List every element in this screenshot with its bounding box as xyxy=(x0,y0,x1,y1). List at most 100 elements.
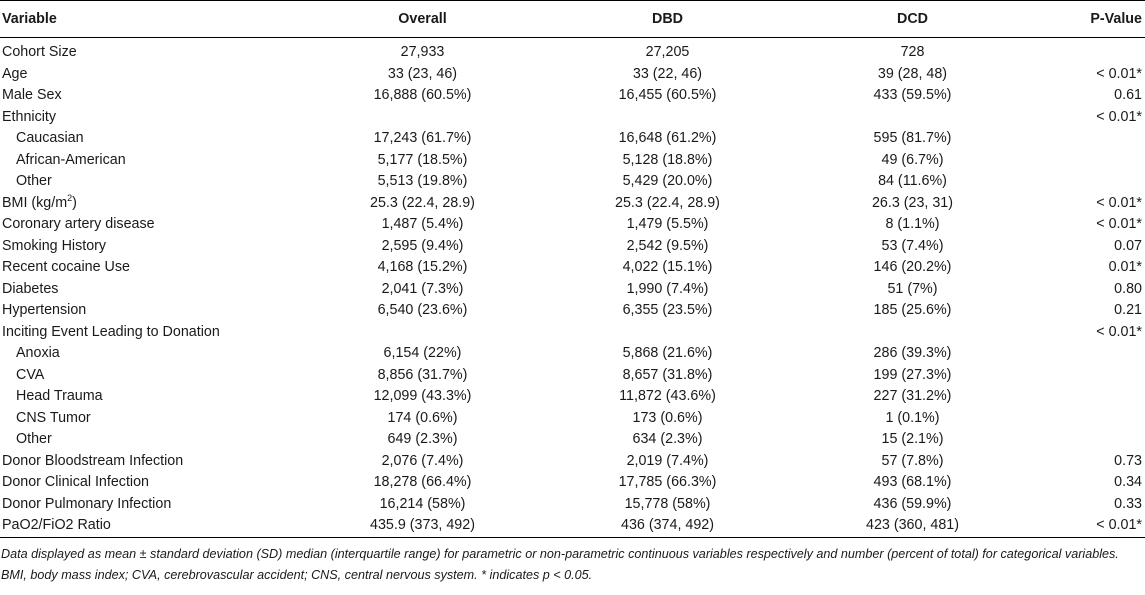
cell-dbd: 5,128 (18.8%) xyxy=(622,151,713,168)
cell-overall: 16,214 (58%) xyxy=(379,495,466,512)
cell-dbd: 33 (22, 46) xyxy=(632,65,703,82)
cell-pvalue: < 0.01* xyxy=(1096,323,1142,340)
cell-pvalue: 0.07 xyxy=(1114,237,1142,254)
table-row: BMI (kg/m2) 25.3 (22.4, 28.9) 25.3 (22.4, … xyxy=(0,193,1145,215)
row-label: Diabetes xyxy=(0,279,300,301)
cell-dcd: 39 (28, 48) xyxy=(877,65,948,82)
table-row: African-American 5,177 (18.5%) 5,128 (18.8… xyxy=(0,150,1145,172)
row-label-text: PaO2/FiO2 Ratio xyxy=(2,517,111,533)
header-pvalue: P-Value xyxy=(1035,0,1145,38)
cell-dcd: 26.3 (23, 31) xyxy=(871,194,954,211)
cell-dcd: 146 (20.2%) xyxy=(873,259,952,275)
cell-pvalue: 0.01* xyxy=(1108,259,1142,275)
cell-pvalue: 0.21 xyxy=(1114,302,1142,318)
row-label-text: Age xyxy=(2,65,28,82)
cell-dcd: 185 (25.6%) xyxy=(873,302,952,318)
cell-dcd: 8 (1.1%) xyxy=(885,216,940,232)
cell-pvalue xyxy=(1035,38,1145,64)
header-dbd: DBD xyxy=(545,0,790,38)
table-row: Caucasian 17,243 (61.7%) 16,648 (61.2%) 595… xyxy=(0,128,1145,150)
row-label-superscript: 2 xyxy=(67,192,73,203)
row-label-text: Male Sex xyxy=(2,87,62,103)
table-row: PaO2/FiO2 Ratio 435.9 (373, 492) 436 (374,… xyxy=(0,515,1145,538)
cell-dbd: 25.3 (22.4, 28.9) xyxy=(615,194,720,211)
cell-overall: 6,540 (23.6%) xyxy=(377,302,468,318)
cell-dbd: 4,022 (15.1%) xyxy=(622,259,713,275)
cell-overall: 12,099 (43.3%) xyxy=(373,388,472,404)
row-label-text: CNS Tumor xyxy=(16,409,91,426)
row-label: Caucasian xyxy=(0,128,300,150)
cell-pvalue: < 0.01* xyxy=(1096,65,1142,82)
cell-dbd xyxy=(545,107,790,129)
cell-overall: 1,487 (5.4%) xyxy=(381,216,464,232)
row-label-text: Ethnicity xyxy=(2,108,57,125)
cell-dcd: 423 (360, 481) xyxy=(790,515,1035,538)
cell-pvalue xyxy=(1035,128,1145,150)
cell-pvalue: < 0.01* xyxy=(1096,194,1142,211)
row-label: Coronary artery disease xyxy=(0,214,300,236)
cell-dcd: 199 (27.3%) xyxy=(873,366,952,383)
row-label: BMI (kg/m2) xyxy=(0,193,300,215)
row-label: Donor Bloodstream Infection xyxy=(0,451,300,473)
row-label: CVA xyxy=(0,365,300,387)
header-variable: Variable xyxy=(0,0,300,38)
cell-pvalue xyxy=(1035,171,1145,193)
cell-dbd: 173 (0.6%) xyxy=(632,409,703,426)
cell-overall: 2,076 (7.4%) xyxy=(381,452,464,469)
table-row: Recent cocaine Use 4,168 (15.2%) 4,022 (15… xyxy=(0,257,1145,279)
row-label-text: African-American xyxy=(16,151,126,168)
cell-dbd: 16,648 (61.2%) xyxy=(618,130,717,146)
cell-dbd: 634 (2.3%) xyxy=(632,431,703,447)
cell-dbd: 16,455 (60.5%) xyxy=(618,87,717,103)
table-footnote: Data displayed as mean ± standard deviat… xyxy=(1,546,1119,582)
row-label-text: Caucasian xyxy=(16,130,84,146)
row-label-text: CVA xyxy=(16,366,45,383)
cell-dbd: 5,429 (20.0%) xyxy=(622,173,713,189)
header-row: Variable Overall DBD DCD P-Value xyxy=(0,0,1145,38)
cell-dbd: 1,990 (7.4%) xyxy=(626,280,709,297)
cell-dbd: 17,785 (66.3%) xyxy=(618,474,717,490)
table-row: Donor Pulmonary Infection 16,214 (58%) 15,… xyxy=(0,494,1145,516)
row-label-text: Recent cocaine Use xyxy=(2,259,130,275)
row-label: Other xyxy=(0,171,300,193)
cell-overall: 16,888 (60.5%) xyxy=(373,87,472,103)
cell-pvalue xyxy=(1035,343,1145,365)
cell-overall: 5,177 (18.5%) xyxy=(377,151,468,168)
header-overall: Overall xyxy=(300,0,545,38)
cell-overall: 33 (23, 46) xyxy=(387,65,458,82)
cell-pvalue xyxy=(1035,408,1145,430)
table-row: CNS Tumor 174 (0.6%) 173 (0.6%) 1 (0.1%) xyxy=(0,408,1145,430)
row-label: Recent cocaine Use xyxy=(0,257,300,279)
cell-pvalue: 0.33 xyxy=(1114,495,1142,512)
cell-pvalue: 0.80 xyxy=(1114,280,1142,297)
cell-dcd: 595 (81.7%) xyxy=(873,130,952,146)
row-label: Head Trauma xyxy=(0,386,300,408)
cell-overall: 5,513 (19.8%) xyxy=(377,173,468,189)
cell-overall: 4,168 (15.2%) xyxy=(377,259,468,275)
cell-pvalue xyxy=(1035,386,1145,408)
row-label-text: Coronary artery disease xyxy=(2,216,155,232)
cell-dcd: 227 (31.2%) xyxy=(873,388,952,404)
row-label: African-American xyxy=(0,150,300,172)
cell-dcd: 436 (59.9%) xyxy=(873,495,952,512)
row-label-text: Head Trauma xyxy=(16,388,103,404)
cell-dcd: 15 (2.1%) xyxy=(881,431,944,447)
row-label-text: Inciting Event Leading to Donation xyxy=(2,323,220,340)
table-row: Ethnicity < 0.01* xyxy=(0,107,1145,129)
cell-dbd: 2,019 (7.4%) xyxy=(626,452,709,469)
cell-dbd: 2,542 (9.5%) xyxy=(626,237,709,254)
cell-pvalue: < 0.01* xyxy=(1035,515,1145,538)
cell-overall: 8,856 (31.7%) xyxy=(377,366,468,383)
cell-dbd xyxy=(545,322,790,344)
row-label: PaO2/FiO2 Ratio xyxy=(0,515,300,538)
cell-dbd: 11,872 (43.6%) xyxy=(619,388,716,404)
cell-dbd: 15,778 (58%) xyxy=(624,495,711,512)
cell-overall: 27,933 xyxy=(400,44,445,60)
row-label: Cohort Size xyxy=(0,38,300,64)
row-label-text: Other xyxy=(16,173,52,189)
table-row: Smoking History 2,595 (9.4%) 2,542 (9.5%) 5… xyxy=(0,236,1145,258)
row-label-text: Hypertension xyxy=(2,302,87,318)
row-label: Anoxia xyxy=(0,343,300,365)
cell-dbd: 6,355 (23.5%) xyxy=(622,302,713,318)
